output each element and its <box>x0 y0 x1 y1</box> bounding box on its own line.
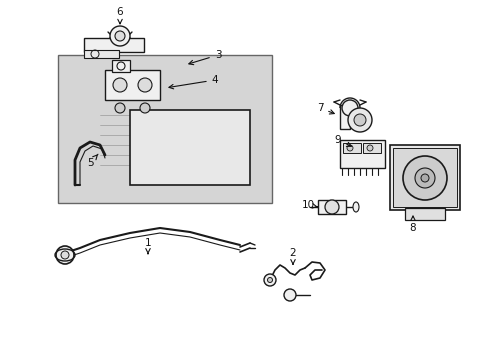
Bar <box>342 143 360 153</box>
Bar <box>112 60 130 72</box>
Circle shape <box>341 100 357 116</box>
Text: 5: 5 <box>86 154 98 168</box>
Circle shape <box>267 278 272 283</box>
Text: 2: 2 <box>289 248 296 264</box>
Text: 7: 7 <box>316 103 334 114</box>
Bar <box>58 55 271 203</box>
Bar <box>317 200 346 214</box>
Text: 6: 6 <box>117 7 123 24</box>
Circle shape <box>115 31 125 41</box>
Bar <box>84 50 119 58</box>
Text: 9: 9 <box>334 135 351 147</box>
Circle shape <box>284 289 295 301</box>
Circle shape <box>366 145 372 151</box>
Ellipse shape <box>352 202 358 212</box>
Bar <box>362 143 380 153</box>
Text: 3: 3 <box>188 50 221 65</box>
Circle shape <box>264 274 275 286</box>
Bar <box>339 140 384 168</box>
Bar <box>105 70 160 100</box>
Circle shape <box>402 156 446 200</box>
Circle shape <box>353 114 365 126</box>
Circle shape <box>56 246 74 264</box>
Circle shape <box>325 200 338 214</box>
Bar <box>392 148 456 207</box>
Circle shape <box>110 26 130 46</box>
Bar <box>389 145 459 210</box>
Circle shape <box>140 103 150 113</box>
Circle shape <box>420 174 428 182</box>
Circle shape <box>115 103 125 113</box>
Bar <box>130 110 249 185</box>
Circle shape <box>347 108 371 132</box>
Text: 8: 8 <box>409 216 415 233</box>
Bar <box>84 38 143 52</box>
Circle shape <box>138 78 152 92</box>
Circle shape <box>61 251 69 259</box>
Bar <box>404 208 444 220</box>
Circle shape <box>346 145 352 151</box>
Text: 4: 4 <box>169 75 218 89</box>
Text: 1: 1 <box>144 238 151 254</box>
Text: 10: 10 <box>301 200 317 210</box>
Bar <box>339 105 349 129</box>
Circle shape <box>113 78 127 92</box>
Circle shape <box>414 168 434 188</box>
